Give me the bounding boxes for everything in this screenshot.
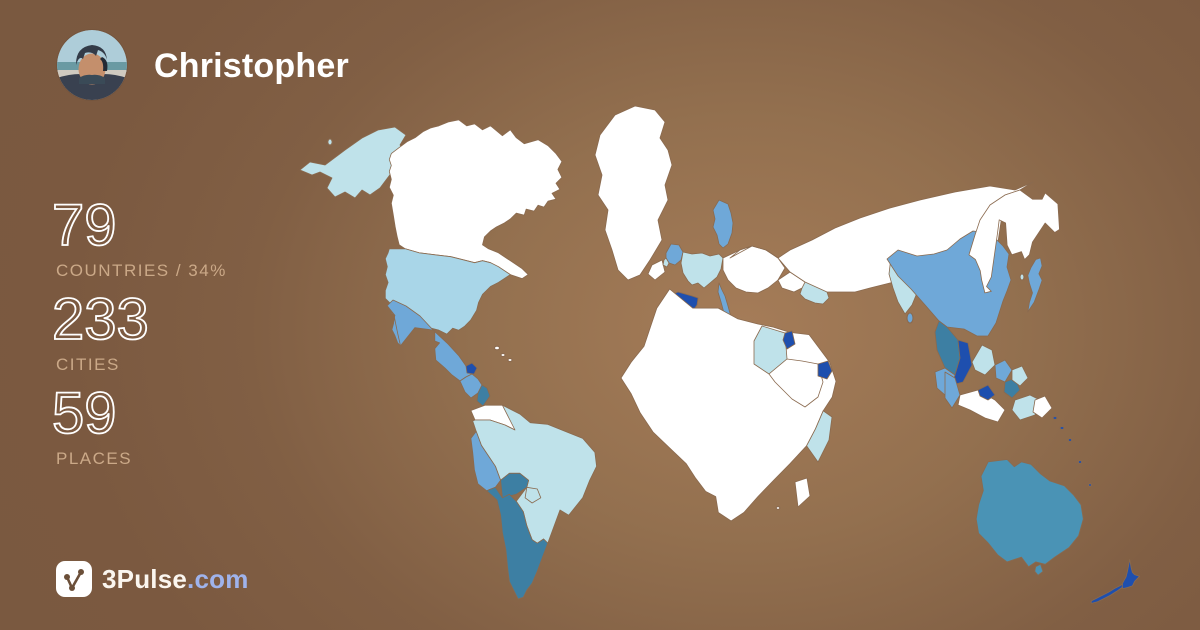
svg-text:79: 79: [52, 195, 117, 257]
svg-text:233: 233: [52, 289, 149, 351]
svg-text:59: 59: [52, 383, 117, 445]
